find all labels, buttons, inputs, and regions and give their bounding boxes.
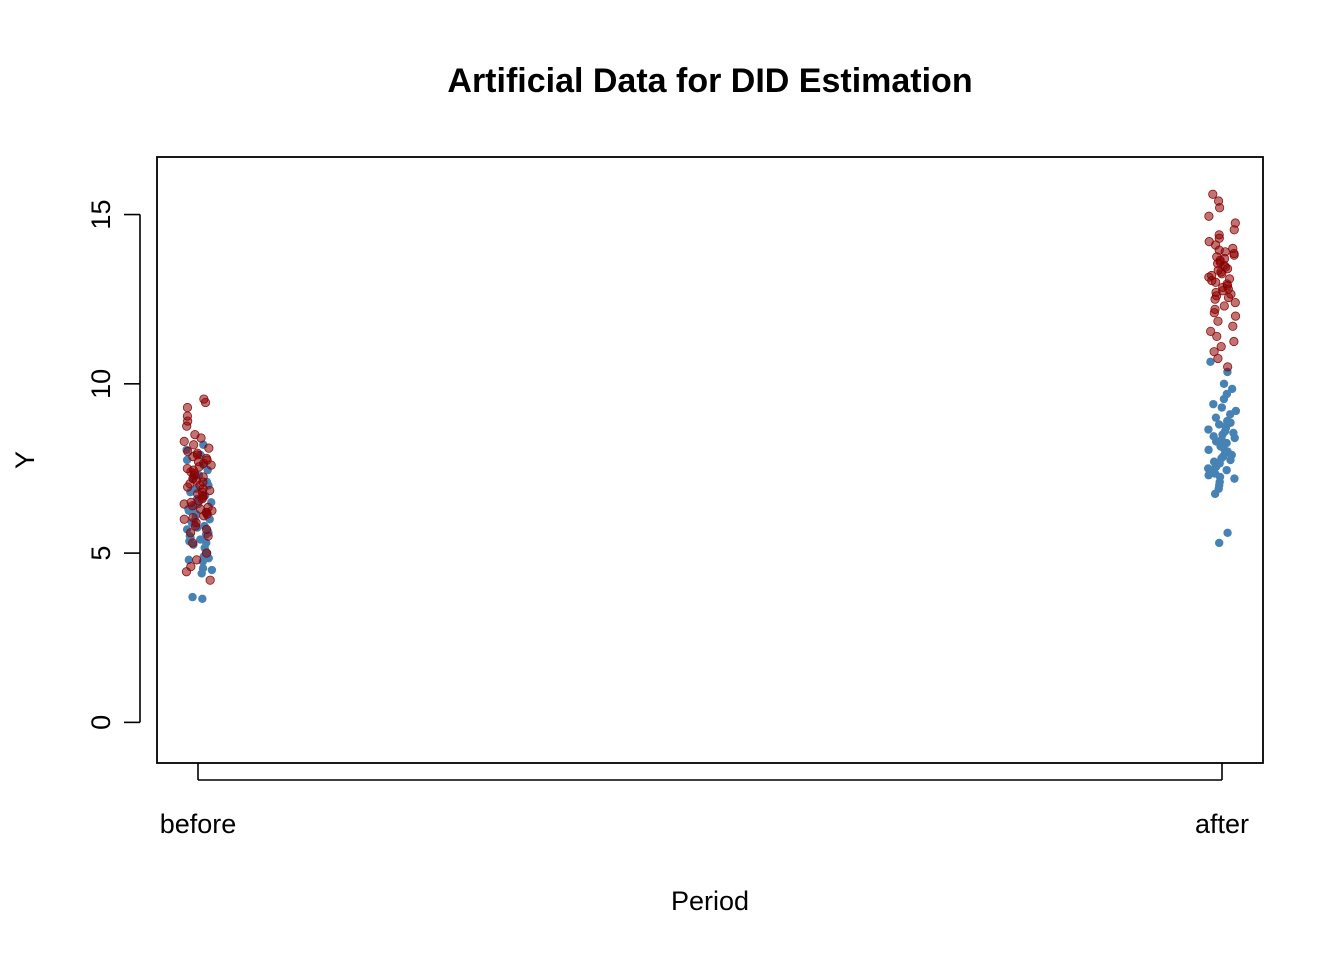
data-point	[201, 453, 212, 463]
data-point	[186, 562, 196, 572]
data-point	[201, 548, 212, 558]
data-point	[1209, 347, 1219, 357]
y-tick-label: 15	[86, 200, 116, 230]
y-tick-label: 10	[86, 369, 116, 399]
data-point	[207, 565, 217, 575]
data-point	[204, 443, 214, 453]
data-point	[186, 497, 196, 507]
data-point	[201, 524, 212, 535]
data-point	[1219, 301, 1229, 311]
data-point	[182, 402, 193, 413]
data-point	[192, 448, 203, 458]
data-point	[195, 504, 206, 514]
data-point	[1203, 464, 1213, 473]
data-point	[1213, 196, 1224, 206]
data-point	[198, 594, 207, 604]
data-point	[1206, 326, 1216, 336]
y-tick-label: 5	[86, 546, 116, 561]
data-point	[1228, 321, 1238, 331]
data-point	[189, 440, 199, 450]
data-point	[198, 472, 208, 482]
data-point	[196, 535, 205, 544]
x-tick-label-before: before	[160, 809, 237, 839]
data-point	[188, 538, 198, 548]
data-point	[179, 436, 189, 446]
data-point	[1223, 528, 1232, 537]
chart-title: Artificial Data for DID Estimation	[447, 62, 972, 100]
data-point	[1211, 413, 1221, 422]
data-point	[1204, 237, 1214, 247]
data-point	[1217, 403, 1226, 412]
data-point	[1210, 304, 1220, 314]
data-point	[1214, 420, 1224, 429]
data-point	[1230, 218, 1240, 228]
y-axis: 0 5 10 15	[86, 200, 141, 730]
data-point	[1204, 425, 1213, 434]
data-point	[1223, 362, 1233, 372]
data-point	[1208, 189, 1218, 199]
data-point	[1216, 341, 1226, 352]
data-point	[1230, 311, 1241, 321]
data-point	[1228, 243, 1238, 254]
data-point	[185, 528, 196, 538]
data-point	[179, 514, 189, 524]
plot-area-frame	[156, 156, 1264, 764]
data-point	[203, 502, 213, 512]
data-point	[198, 564, 208, 573]
data-point	[199, 394, 209, 404]
data-point	[184, 555, 194, 565]
data-point	[1209, 457, 1219, 466]
data-point	[183, 446, 193, 457]
data-point	[190, 430, 200, 440]
data-point	[1209, 399, 1218, 409]
data-point	[1222, 416, 1232, 426]
data-point	[1204, 445, 1213, 455]
data-point	[182, 411, 193, 421]
data-point	[1229, 428, 1238, 438]
data-point	[188, 592, 197, 602]
data-point	[1219, 379, 1229, 389]
data-point	[1214, 230, 1224, 240]
y-axis-label: Y	[10, 451, 40, 469]
x-axis-label: Period	[671, 886, 749, 916]
data-point	[182, 463, 192, 474]
data-point	[205, 575, 215, 585]
data-point	[1207, 270, 1217, 281]
y-tick-label: 0	[86, 715, 116, 730]
x-axis: before after	[160, 763, 1249, 839]
x-tick-label-after: after	[1195, 809, 1249, 839]
data-point	[1209, 432, 1218, 441]
data-point	[1204, 211, 1214, 221]
data-point	[1224, 274, 1235, 284]
data-point	[1222, 389, 1232, 399]
data-point	[1212, 331, 1222, 342]
data-point	[1230, 474, 1239, 483]
data-points	[179, 189, 1241, 604]
data-point	[1230, 297, 1240, 308]
data-point	[1231, 406, 1241, 416]
data-point	[1206, 357, 1215, 367]
data-point	[1222, 465, 1231, 475]
data-point	[188, 512, 198, 523]
data-point	[1227, 384, 1237, 394]
data-point	[1213, 316, 1223, 326]
data-point	[1214, 538, 1224, 548]
data-point	[192, 555, 202, 565]
data-point	[1229, 336, 1239, 347]
